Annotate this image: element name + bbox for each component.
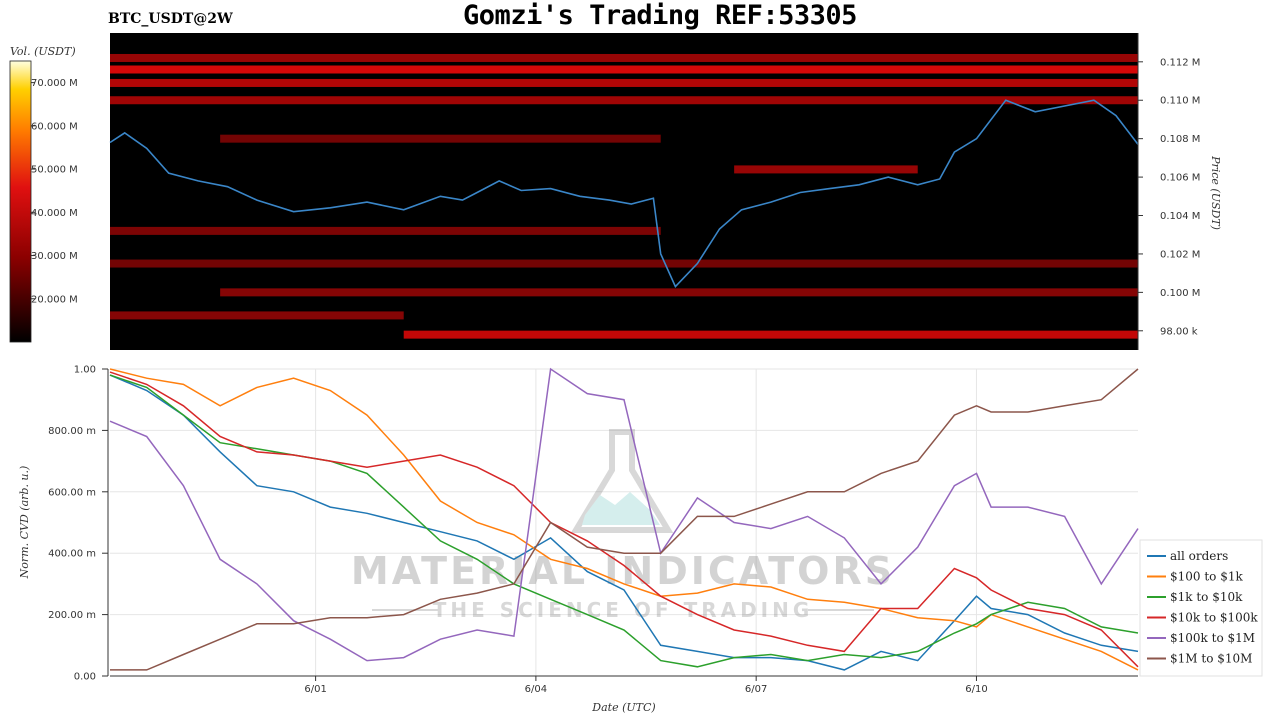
price-tick-label: 0.110 M	[1160, 96, 1200, 107]
cvd-series-lines	[109, 367, 1139, 671]
legend: all orders $100 to $1k $1k to $10k $10k to …	[1139, 539, 1263, 677]
legend-box	[1139, 539, 1263, 677]
colorbar-label: Vol. (USDT)	[10, 45, 76, 58]
liquidity-band	[110, 311, 404, 320]
legend-label: $1M to $10M	[1170, 652, 1252, 666]
cvd-y-tick-label: 800.00 m	[48, 426, 96, 437]
liquidity-band	[110, 226, 661, 235]
legend-items: all orders $100 to $1k $1k to $10k $10k to …	[1147, 549, 1258, 666]
watermark: MATERIAL INDICATORS THE SCIENCE OF TRADI…	[351, 429, 895, 622]
price-axis-ticks: 0.112 M 0.110 M 0.108 M 0.106 M 0.104 M 0.102…	[1137, 33, 1200, 350]
cvd-x-axis-label: Date (UTC)	[591, 701, 655, 714]
cvd-series-line	[109, 374, 1139, 671]
liquidity-band	[403, 330, 1138, 339]
price-tick-label: 0.112 M	[1160, 57, 1200, 68]
liquidity-bands	[110, 53, 1139, 339]
price-tick-label: 0.108 M	[1160, 134, 1200, 145]
cvd-x-tick-label: 6/10	[965, 684, 987, 695]
legend-label: $1k to $10k	[1170, 590, 1243, 604]
colorbar-tick-label: 40.000 M	[31, 208, 78, 219]
cvd-y-ticks: 1.00 800.00 m 600.00 m 400.00 m 200.00 m 0.00	[48, 365, 108, 683]
colorbar-tick-label: 50.000 M	[31, 165, 78, 176]
colorbar-tick-label: 70.000 M	[31, 78, 78, 89]
price-tick-label: 0.106 M	[1160, 173, 1200, 184]
page-title: Gomzi's Trading REF:53305	[463, 0, 857, 31]
price-tick-label: 98.00 k	[1160, 326, 1198, 337]
cvd-y-tick-label: 400.00 m	[48, 549, 96, 560]
liquidity-band	[110, 259, 1138, 268]
price-axis-label: Price (USDT)	[1209, 155, 1222, 230]
liquidity-band	[110, 78, 1138, 87]
colorbar-gradient	[9, 60, 32, 343]
legend-label: $10k to $100k	[1170, 611, 1258, 625]
cvd-panel: MATERIAL INDICATORS THE SCIENCE OF TRADI…	[18, 365, 1263, 714]
colorbar-tick-label: 60.000 M	[31, 121, 78, 132]
price-tick-label: 0.100 M	[1160, 288, 1200, 299]
watermark-tagline: THE SCIENCE OF TRADING	[433, 598, 814, 622]
liquidity-band	[110, 96, 1138, 105]
legend-label: $100 to $1k	[1170, 570, 1243, 584]
legend-label: all orders	[1170, 549, 1228, 563]
cvd-series-line	[109, 371, 1139, 668]
price-tick-label: 0.104 M	[1160, 211, 1200, 222]
cvd-y-tick-label: 200.00 m	[48, 610, 96, 621]
cvd-series-line	[110, 368, 1139, 671]
cvd-series-line	[109, 368, 1139, 671]
legend-label: $100k to $1M	[1170, 631, 1255, 645]
cvd-y-tick-label: 600.00 m	[48, 487, 96, 498]
cvd-y-tick-label: 1.00	[74, 365, 96, 376]
liquidity-band	[220, 288, 1139, 297]
liquidity-band	[110, 65, 1138, 74]
colorbar-tick-label: 20.000 M	[31, 294, 78, 305]
cvd-y-axis-label: Norm. CVD (arb. u.)	[18, 466, 31, 580]
liquidity-band	[734, 165, 918, 174]
cvd-series-line	[109, 367, 1139, 662]
cvd-grid	[110, 368, 1138, 677]
price-tick-label: 0.102 M	[1160, 249, 1200, 260]
watermark-brand: MATERIAL INDICATORS	[351, 549, 895, 593]
cvd-x-tick-label: 6/04	[525, 684, 547, 695]
cvd-y-tick-label: 0.00	[74, 672, 96, 683]
colorbar: Vol. (USDT) 70.000 M 60.000 M 50.000 M 40.0…	[9, 45, 78, 343]
liquidity-band	[110, 53, 1138, 62]
heatmap-panel: 0.112 M 0.110 M 0.108 M 0.106 M 0.104 M 0.102…	[109, 33, 1222, 350]
pair-label: BTC_USDT@2W	[108, 11, 233, 27]
price-line	[109, 99, 1139, 289]
flask-liquid-icon	[582, 492, 660, 525]
colorbar-tick-label: 30.000 M	[31, 251, 78, 262]
cvd-x-tick-label: 6/07	[745, 684, 767, 695]
liquidity-band	[220, 134, 661, 143]
colorbar-ticks: 70.000 M 60.000 M 50.000 M 40.000 M 30.000 M…	[31, 78, 78, 305]
cvd-x-ticks: 6/01 6/04 6/07 6/10	[304, 676, 988, 695]
cvd-x-tick-label: 6/01	[304, 684, 326, 695]
